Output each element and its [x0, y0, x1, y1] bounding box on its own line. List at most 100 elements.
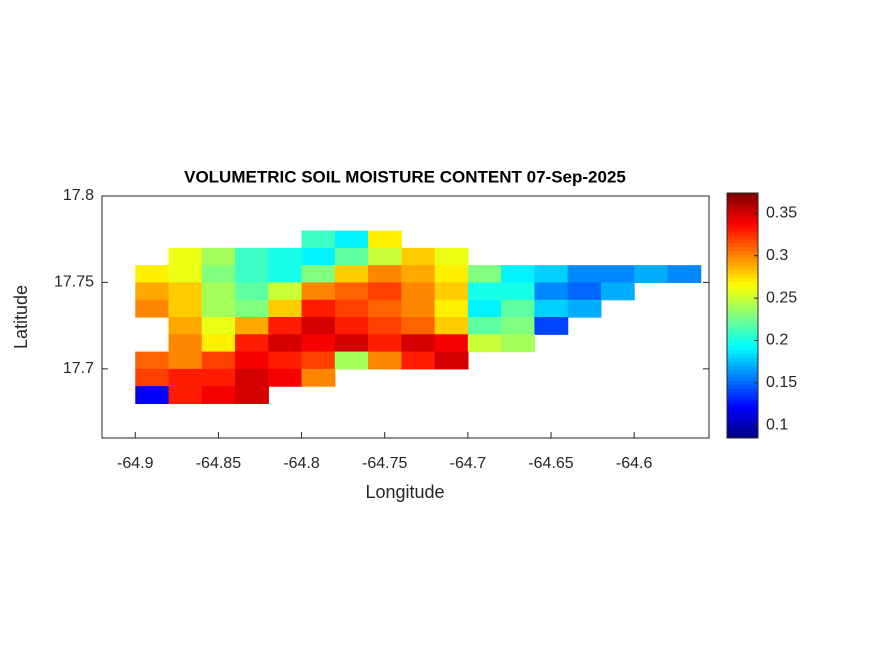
- colorbar-swatch: [727, 376, 758, 382]
- cell: [168, 368, 203, 387]
- cell: [301, 351, 336, 370]
- cell: [301, 247, 336, 266]
- cell: [168, 265, 203, 284]
- colorbar-swatch: [727, 227, 758, 232]
- cell: [235, 334, 269, 353]
- cell: [667, 265, 702, 284]
- cell: [534, 317, 569, 335]
- cell: [401, 299, 436, 318]
- colorbar-swatch: [727, 372, 758, 378]
- colorbar-swatch: [727, 296, 758, 301]
- cell: [434, 334, 469, 353]
- cell: [135, 386, 170, 405]
- cell: [301, 299, 336, 318]
- cell: [567, 265, 602, 284]
- colorbar-swatch: [727, 392, 758, 397]
- colorbar-swatch: [727, 208, 758, 213]
- cell: [334, 334, 369, 353]
- colorbar-swatch: [727, 269, 758, 274]
- x-tick-label: -64.9: [117, 455, 154, 472]
- colorbar-swatch: [727, 238, 758, 244]
- colorbar-swatch: [727, 342, 758, 347]
- cell: [434, 351, 469, 370]
- colorbar-swatch: [727, 415, 758, 420]
- cell: [334, 265, 369, 284]
- colorbar-box: [726, 192, 759, 439]
- colorbar-swatch: [727, 292, 758, 297]
- cell: [534, 299, 569, 318]
- colorbar-swatch: [727, 338, 758, 343]
- cell: [434, 247, 469, 266]
- cell: [201, 334, 236, 353]
- colorbar-swatch: [727, 200, 758, 205]
- y-axis-label: Latitude: [11, 285, 31, 349]
- colorbar-swatch: [727, 281, 758, 286]
- cell: [334, 299, 369, 318]
- colorbar-swatch: [727, 353, 758, 359]
- cell: [301, 317, 336, 335]
- cell: [201, 282, 236, 301]
- colorbar-swatch: [727, 258, 758, 263]
- colorbar-swatch: [727, 215, 758, 221]
- cell: [567, 299, 602, 318]
- x-tick-label: -64.8: [283, 455, 320, 472]
- colorbar-swatch: [727, 349, 758, 355]
- colorbar-swatch: [727, 284, 758, 290]
- cell: [235, 282, 269, 301]
- colorbar-swatch: [727, 434, 758, 439]
- colorbar-swatch: [727, 212, 758, 217]
- colorbar-swatch: [727, 319, 758, 324]
- x-tick-label: -64.65: [528, 455, 573, 472]
- cell: [368, 317, 402, 335]
- cell: [201, 247, 236, 266]
- colorbar-swatch: [727, 330, 758, 336]
- colorbar-swatch: [727, 323, 758, 328]
- colorbar-swatch: [727, 193, 758, 198]
- colorbar-swatch: [727, 300, 758, 305]
- colorbar-swatch: [727, 231, 758, 236]
- colorbar-swatch: [727, 223, 758, 228]
- cell: [501, 299, 535, 318]
- cell: [168, 334, 203, 353]
- cell: [567, 282, 602, 301]
- colorbar-swatch: [727, 388, 758, 393]
- cell: [268, 265, 303, 284]
- x-tick-label: -64.75: [362, 455, 407, 472]
- colorbar-tick-label: 0.35: [766, 205, 797, 222]
- cell: [368, 247, 402, 266]
- cell: [268, 368, 303, 387]
- x-tick-label: -64.6: [616, 455, 653, 472]
- cell: [401, 282, 436, 301]
- colorbar-swatch: [727, 288, 758, 294]
- cell: [634, 265, 669, 284]
- cell: [368, 282, 402, 301]
- colorbar-swatch: [727, 246, 758, 251]
- colorbar-swatch: [727, 261, 758, 267]
- colorbar-swatch: [727, 395, 758, 401]
- cell: [268, 351, 303, 370]
- cell: [334, 282, 369, 301]
- cell: [401, 351, 436, 370]
- colorbar-tick-label: 0.3: [766, 247, 788, 264]
- cell: [268, 299, 303, 318]
- colorbar-tick-label: 0.1: [766, 417, 788, 434]
- cell: [135, 299, 170, 318]
- cell: [501, 317, 535, 335]
- cell: [235, 351, 269, 370]
- cell: [135, 265, 170, 284]
- colorbar-swatch: [727, 254, 758, 259]
- cell: [368, 299, 402, 318]
- cell: [201, 368, 236, 387]
- raster: [135, 230, 702, 405]
- colorbar-swatch: [727, 365, 758, 370]
- cell: [301, 282, 336, 301]
- cell: [401, 334, 436, 353]
- cell: [368, 230, 402, 249]
- colorbar-swatch: [727, 361, 758, 366]
- cell: [201, 386, 236, 405]
- cell: [301, 265, 336, 284]
- cell: [235, 386, 269, 405]
- colorbar-swatch: [727, 204, 758, 209]
- colorbar-tick-label: 0.2: [766, 332, 788, 349]
- cell: [434, 265, 469, 284]
